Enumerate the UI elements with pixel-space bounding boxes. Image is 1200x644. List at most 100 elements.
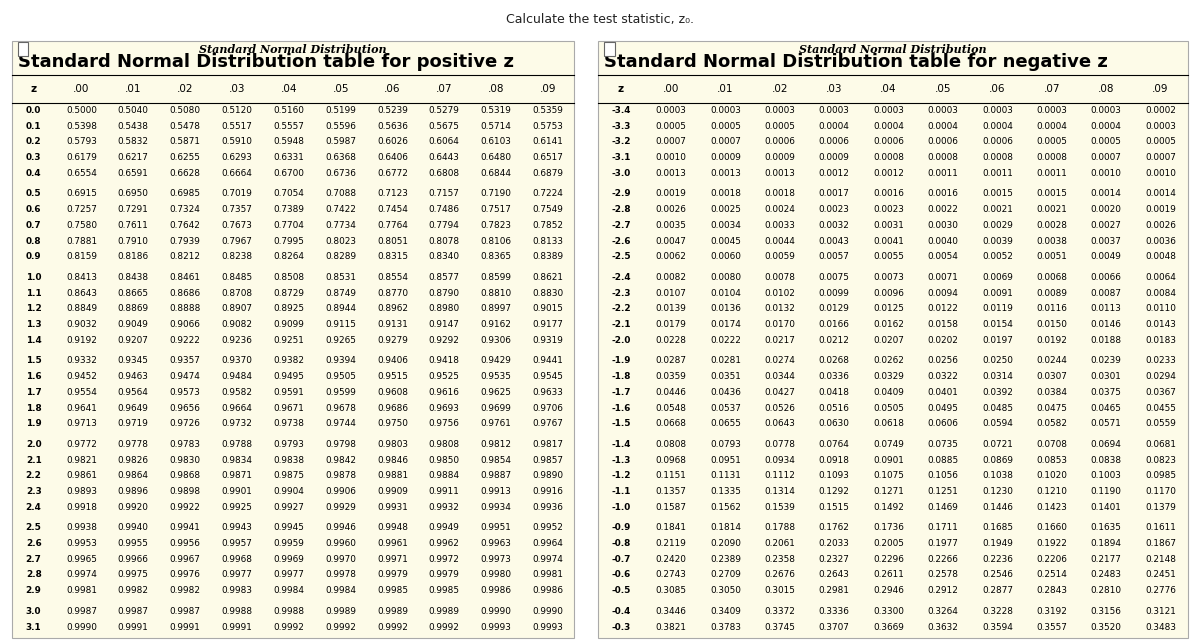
Text: 0.9992: 0.9992 [377, 623, 408, 632]
Text: .08: .08 [1098, 84, 1115, 94]
Text: 2.1: 2.1 [25, 455, 42, 464]
Text: 0.8485: 0.8485 [222, 273, 252, 282]
Text: 0.1788: 0.1788 [764, 524, 796, 533]
Text: 0.5714: 0.5714 [481, 122, 511, 131]
Text: 0.0078: 0.0078 [764, 273, 796, 282]
Text: 2.7: 2.7 [25, 554, 42, 564]
Text: 0.2743: 0.2743 [655, 571, 686, 580]
Text: 0.1492: 0.1492 [874, 503, 904, 512]
Text: 0.0048: 0.0048 [1145, 252, 1176, 261]
Text: 0.3121: 0.3121 [1145, 607, 1176, 616]
Text: 0.8790: 0.8790 [428, 289, 460, 298]
Text: 0.1210: 0.1210 [1037, 487, 1067, 496]
Text: 0.0003: 0.0003 [1037, 106, 1067, 115]
Text: 0.0571: 0.0571 [1091, 419, 1122, 428]
Text: 0.0006: 0.0006 [874, 137, 904, 146]
Text: 0.0643: 0.0643 [764, 419, 796, 428]
Text: 0.0012: 0.0012 [818, 169, 850, 178]
Text: 0.0594: 0.0594 [982, 419, 1013, 428]
Text: 0.9979: 0.9979 [428, 571, 460, 580]
Text: 0.9616: 0.9616 [428, 388, 460, 397]
Text: 0.0113: 0.0113 [1091, 305, 1122, 314]
Text: .05: .05 [332, 84, 349, 94]
Text: 0.0853: 0.0853 [1037, 455, 1067, 464]
Text: 0.9591: 0.9591 [274, 388, 305, 397]
Text: 0.0094: 0.0094 [928, 289, 959, 298]
Text: 0.9984: 0.9984 [325, 586, 356, 595]
Text: 1.5: 1.5 [25, 356, 42, 365]
Text: 0.0384: 0.0384 [1037, 388, 1067, 397]
Text: 0.9922: 0.9922 [169, 503, 200, 512]
Text: 0.0212: 0.0212 [818, 336, 850, 345]
Text: 0.9943: 0.9943 [222, 524, 252, 533]
Text: 0.9656: 0.9656 [169, 404, 200, 413]
Text: 0.8461: 0.8461 [169, 273, 200, 282]
Text: 0.0013: 0.0013 [710, 169, 740, 178]
Text: 0.0003: 0.0003 [818, 106, 850, 115]
Text: 0.0244: 0.0244 [1037, 356, 1067, 365]
Text: 0.6736: 0.6736 [325, 169, 356, 178]
Text: 0.2877: 0.2877 [982, 586, 1013, 595]
Text: 0.9535: 0.9535 [481, 372, 511, 381]
Text: .09: .09 [540, 84, 557, 94]
Text: 0.0985: 0.0985 [1145, 471, 1176, 480]
Text: 0.8729: 0.8729 [274, 289, 305, 298]
Text: 0.5239: 0.5239 [377, 106, 408, 115]
Text: 0.7764: 0.7764 [377, 221, 408, 230]
Text: 0.0351: 0.0351 [710, 372, 740, 381]
Text: -3.3: -3.3 [611, 122, 630, 131]
Text: 0.9608: 0.9608 [377, 388, 408, 397]
Text: 2.4: 2.4 [25, 503, 42, 512]
Text: 0.0091: 0.0091 [982, 289, 1013, 298]
Text: 0.9525: 0.9525 [428, 372, 460, 381]
Text: 0.8051: 0.8051 [377, 236, 408, 245]
Text: 0.0005: 0.0005 [1145, 137, 1176, 146]
Text: 0.7549: 0.7549 [533, 205, 564, 214]
Text: 0.9927: 0.9927 [274, 503, 305, 512]
Text: 0.9099: 0.9099 [274, 320, 305, 329]
Text: 0.9357: 0.9357 [169, 356, 200, 365]
Text: 0.9713: 0.9713 [66, 419, 97, 428]
Text: 0.1922: 0.1922 [1037, 539, 1067, 548]
Text: 0.9783: 0.9783 [169, 440, 200, 449]
Text: 0.1867: 0.1867 [1145, 539, 1176, 548]
Text: 0.9884: 0.9884 [428, 471, 460, 480]
Text: 0.0089: 0.0089 [1037, 289, 1067, 298]
Text: 0.0139: 0.0139 [655, 305, 686, 314]
Text: 0.9979: 0.9979 [377, 571, 408, 580]
Text: 2.5: 2.5 [25, 524, 42, 533]
Text: 0.0030: 0.0030 [928, 221, 959, 230]
Text: 0.1711: 0.1711 [928, 524, 959, 533]
Text: 0.7995: 0.7995 [274, 236, 305, 245]
Text: 0.7704: 0.7704 [274, 221, 305, 230]
Text: 0.7673: 0.7673 [222, 221, 252, 230]
Text: 0.6591: 0.6591 [118, 169, 149, 178]
Text: 0.7088: 0.7088 [325, 189, 356, 198]
Text: 0.0918: 0.0918 [818, 455, 850, 464]
Text: 0.6026: 0.6026 [377, 137, 408, 146]
Text: 0.9750: 0.9750 [377, 419, 408, 428]
Text: -2.7: -2.7 [611, 221, 631, 230]
Text: 0.5753: 0.5753 [533, 122, 564, 131]
Text: 0.5160: 0.5160 [274, 106, 305, 115]
Text: 0.9960: 0.9960 [325, 539, 356, 548]
Text: 0.0021: 0.0021 [982, 205, 1013, 214]
Text: 0.0465: 0.0465 [1091, 404, 1122, 413]
Text: 0.0071: 0.0071 [928, 273, 959, 282]
Text: 0.8749: 0.8749 [325, 289, 356, 298]
Text: 0.1038: 0.1038 [982, 471, 1013, 480]
Text: 0.9838: 0.9838 [274, 455, 305, 464]
Text: 0.9904: 0.9904 [274, 487, 305, 496]
Text: 0.0004: 0.0004 [874, 122, 904, 131]
Text: 0.0735: 0.0735 [928, 440, 959, 449]
Text: 0.0838: 0.0838 [1091, 455, 1122, 464]
Text: 0.0006: 0.0006 [764, 137, 796, 146]
Text: 0.9977: 0.9977 [274, 571, 305, 580]
Text: 0.8849: 0.8849 [66, 305, 97, 314]
Text: 2.6: 2.6 [25, 539, 42, 548]
Text: 0.1075: 0.1075 [874, 471, 904, 480]
Text: 0.0132: 0.0132 [764, 305, 796, 314]
Text: 0.1292: 0.1292 [818, 487, 850, 496]
Text: 0.3409: 0.3409 [710, 607, 740, 616]
Text: 0.5279: 0.5279 [428, 106, 460, 115]
